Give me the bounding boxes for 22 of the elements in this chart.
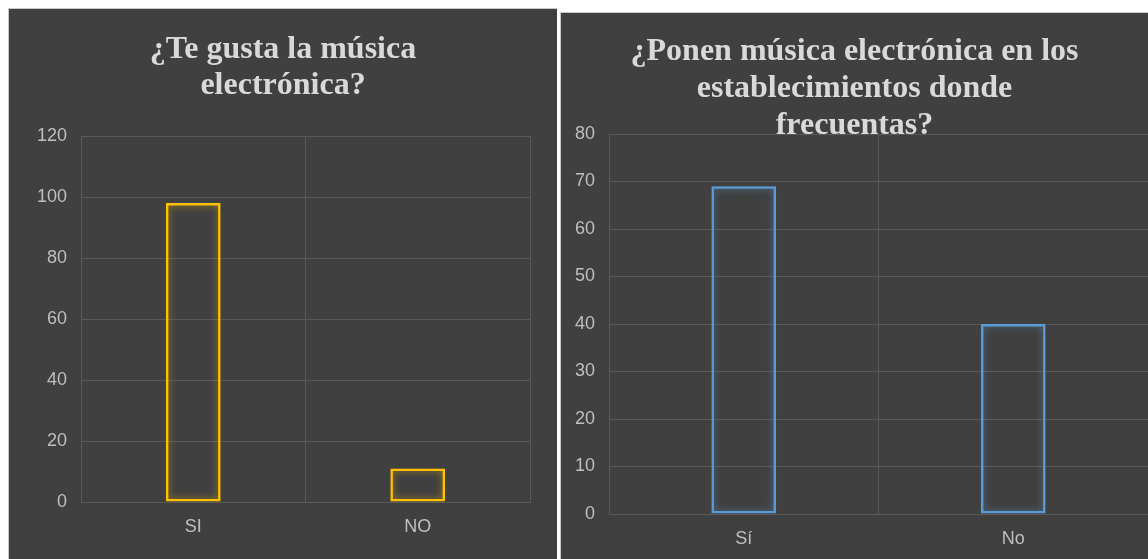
y-tick-label: 80 [574, 122, 595, 143]
y-tick-label: 0 [584, 502, 595, 523]
y-tick-label: 50 [574, 265, 595, 286]
y-tick-label: 40 [574, 312, 595, 333]
x-tick-label: SI [184, 515, 202, 536]
y-tick-label: 20 [574, 407, 595, 428]
y-tick-label: 120 [36, 124, 67, 145]
y-tick-label: 80 [46, 246, 67, 267]
chart-title: ¿Te gusta la música electrónica? [148, 29, 418, 101]
x-tick-label: No [1001, 527, 1025, 548]
chart-title: ¿Ponen música electrónica en los establecimientos donde frecuentas? [629, 31, 1080, 142]
y-tick-label: 100 [36, 185, 67, 206]
x-tick-label: NO [404, 515, 432, 536]
y-tick-label: 70 [574, 170, 595, 191]
y-tick-label: 40 [46, 368, 67, 389]
y-tick-label: 20 [46, 429, 67, 450]
y-tick-label: 60 [46, 307, 67, 328]
y-tick-label: 60 [574, 217, 595, 238]
y-tick-label: 30 [574, 360, 595, 381]
x-tick-label: Sí [735, 527, 753, 548]
y-tick-label: 10 [574, 455, 595, 476]
y-tick-label: 0 [56, 490, 67, 511]
